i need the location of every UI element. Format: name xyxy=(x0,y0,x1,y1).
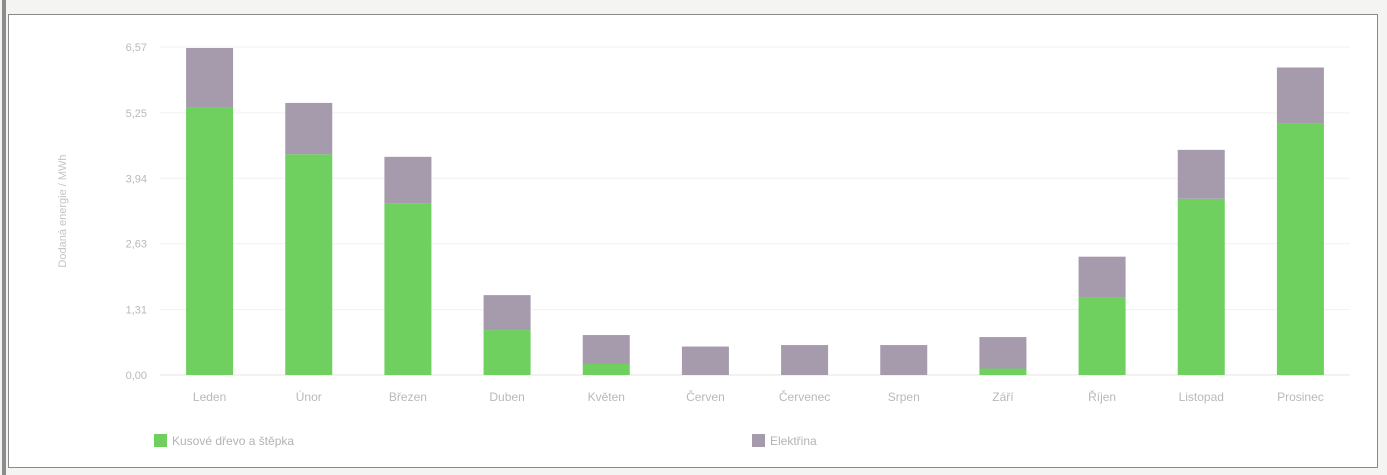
bar-segment-electricity xyxy=(1177,149,1225,199)
bar-segment-wood xyxy=(285,154,333,375)
x-tick-label: Srpen xyxy=(888,390,920,404)
y-tick-label: 2,63 xyxy=(126,239,147,251)
x-tick-label: Únor xyxy=(296,389,322,404)
y-axis-title: Dodaná energie / MWh xyxy=(57,154,69,267)
legend-swatch-electricity xyxy=(752,434,765,447)
bar-segment-electricity xyxy=(582,335,630,365)
x-tick-label: Září xyxy=(992,390,1014,404)
x-tick-label: Prosinec xyxy=(1277,390,1324,404)
y-tick-label: 5,25 xyxy=(126,108,147,120)
x-tick-label: Duben xyxy=(489,390,524,404)
chart-frame xyxy=(8,14,1378,468)
bar-segment-electricity xyxy=(285,102,333,155)
bar-segment-electricity xyxy=(880,345,928,375)
x-tick-label: Listopad xyxy=(1179,390,1224,404)
legend-label-wood: Kusové dřevo a štěpka xyxy=(172,434,294,448)
legend-swatch-wood xyxy=(154,434,167,447)
bar-segment-wood xyxy=(582,364,630,375)
bar-segment-electricity xyxy=(681,346,729,375)
bar-segment-electricity xyxy=(483,295,531,331)
x-tick-label: Červenec xyxy=(779,389,830,404)
bar-segment-electricity xyxy=(384,156,432,204)
bar-segment-electricity xyxy=(781,345,829,375)
y-tick-label: 1,31 xyxy=(126,305,147,317)
bar-segment-wood xyxy=(1078,297,1126,375)
bar-segment-electricity xyxy=(1078,256,1126,298)
x-tick-label: Říjen xyxy=(1088,389,1116,404)
x-tick-label: Leden xyxy=(193,390,226,404)
bar-segment-electricity xyxy=(1276,67,1324,124)
x-tick-label: Červen xyxy=(686,389,725,404)
y-tick-label: 6,57 xyxy=(126,42,147,54)
bar-segment-electricity xyxy=(186,47,234,108)
bar-segment-electricity xyxy=(979,337,1027,369)
y-tick-label: 0,00 xyxy=(126,370,147,382)
x-tick-label: Březen xyxy=(389,390,427,404)
bar-segment-wood xyxy=(979,368,1027,375)
bar-segment-wood xyxy=(186,107,234,375)
bar-segment-wood xyxy=(384,203,432,375)
bar-segment-wood xyxy=(1177,198,1225,375)
x-tick-label: Květen xyxy=(588,390,625,404)
bar-segment-wood xyxy=(483,330,531,375)
y-tick-label: 3,94 xyxy=(126,173,147,185)
left-border-rule xyxy=(2,0,6,475)
bar-segment-wood xyxy=(1276,123,1324,375)
legend-label-electricity: Elektřina xyxy=(770,434,817,448)
